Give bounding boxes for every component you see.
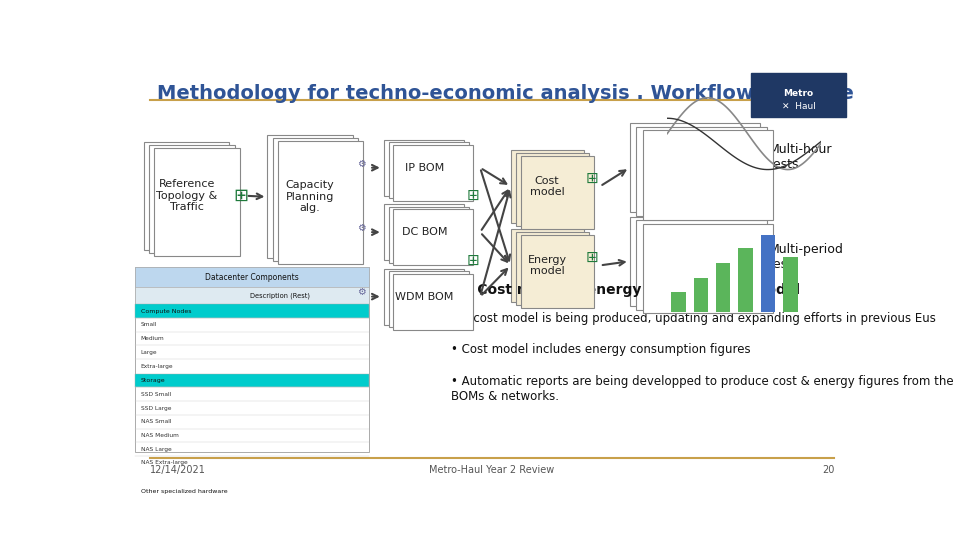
Text: ⚙: ⚙	[356, 287, 366, 298]
Bar	[760, 235, 776, 312]
Bar	[671, 292, 685, 312]
Text: MH Cost model & energy consumption model: MH Cost model & energy consumption model	[447, 283, 801, 297]
FancyBboxPatch shape	[134, 305, 370, 318]
Text: NAS Large: NAS Large	[141, 447, 172, 451]
Text: Reference
Topology &
Traffic: Reference Topology & Traffic	[156, 179, 217, 212]
Text: ⊞: ⊞	[467, 253, 479, 268]
Text: ⊞: ⊞	[586, 249, 598, 265]
Text: Large: Large	[141, 350, 157, 355]
Text: ⊞: ⊞	[467, 188, 479, 203]
Text: ⊞: ⊞	[586, 171, 598, 186]
FancyBboxPatch shape	[134, 374, 370, 388]
Text: NAS Small: NAS Small	[141, 419, 171, 424]
FancyBboxPatch shape	[643, 224, 773, 313]
Text: Compute Nodes: Compute Nodes	[141, 309, 191, 314]
Text: NAS Medium: NAS Medium	[141, 433, 179, 438]
Text: SSD Large: SSD Large	[141, 406, 171, 410]
Text: SSD Small: SSD Small	[141, 392, 171, 397]
Text: ✕  Haul: ✕ Haul	[781, 102, 815, 111]
FancyBboxPatch shape	[393, 209, 473, 265]
Bar	[693, 278, 708, 312]
Text: Cost
model: Cost model	[530, 176, 564, 197]
FancyBboxPatch shape	[511, 229, 584, 302]
FancyBboxPatch shape	[267, 136, 353, 258]
FancyBboxPatch shape	[636, 127, 766, 216]
FancyBboxPatch shape	[643, 131, 773, 220]
Text: WDM BOM: WDM BOM	[396, 292, 453, 302]
Text: DC BOM: DC BOM	[401, 227, 447, 237]
Text: Extra-large: Extra-large	[141, 363, 174, 368]
FancyBboxPatch shape	[521, 235, 594, 308]
FancyBboxPatch shape	[134, 484, 370, 498]
FancyBboxPatch shape	[636, 220, 766, 310]
FancyBboxPatch shape	[630, 123, 760, 212]
FancyBboxPatch shape	[144, 141, 229, 250]
Text: Medium: Medium	[141, 336, 164, 341]
Text: Methodology for techno-economic analysis . Workflow example: Methodology for techno-economic analysis…	[157, 84, 854, 103]
Bar	[716, 263, 731, 312]
FancyBboxPatch shape	[384, 204, 465, 260]
FancyBboxPatch shape	[384, 140, 465, 196]
Text: Datacenter Components: Datacenter Components	[205, 273, 299, 282]
Text: Small: Small	[141, 322, 157, 327]
Text: 12/14/2021: 12/14/2021	[150, 465, 205, 475]
Text: ⚙: ⚙	[356, 223, 366, 233]
FancyBboxPatch shape	[516, 153, 588, 226]
FancyBboxPatch shape	[389, 142, 468, 198]
Text: • Automatic reports are being developped to produce cost & energy figures from t: • Automatic reports are being developped…	[451, 375, 953, 403]
Text: Storage: Storage	[141, 378, 165, 383]
FancyBboxPatch shape	[630, 217, 760, 306]
Text: ⚙: ⚙	[356, 159, 366, 168]
FancyBboxPatch shape	[389, 207, 468, 263]
Bar	[783, 256, 798, 312]
FancyBboxPatch shape	[273, 138, 358, 261]
FancyBboxPatch shape	[389, 271, 468, 327]
Text: • A cost model is being produced, updating and expanding efforts in previous Eus: • A cost model is being produced, updati…	[451, 312, 936, 325]
Text: Capacity
Planning
alg.: Capacity Planning alg.	[286, 180, 334, 213]
Text: ⊞: ⊞	[233, 187, 249, 205]
FancyBboxPatch shape	[516, 232, 588, 305]
Text: • Cost model includes energy consumption figures: • Cost model includes energy consumption…	[451, 343, 751, 356]
Text: IP BOM: IP BOM	[405, 163, 444, 173]
FancyBboxPatch shape	[751, 73, 846, 117]
FancyBboxPatch shape	[384, 268, 465, 325]
FancyBboxPatch shape	[277, 141, 363, 264]
Text: Multi-period
tests: Multi-period tests	[769, 243, 844, 271]
Bar	[738, 248, 753, 312]
FancyBboxPatch shape	[393, 274, 473, 329]
FancyBboxPatch shape	[393, 145, 473, 201]
Text: 20: 20	[822, 465, 834, 475]
FancyBboxPatch shape	[155, 147, 240, 255]
Text: NAS Extra-large: NAS Extra-large	[141, 461, 187, 465]
Text: Metro-Haul Year 2 Review: Metro-Haul Year 2 Review	[429, 465, 555, 475]
FancyBboxPatch shape	[134, 267, 370, 453]
Text: Other specialized hardware: Other specialized hardware	[141, 489, 228, 494]
Text: Multi-hour
tests: Multi-hour tests	[769, 143, 832, 171]
Text: Metro: Metro	[783, 90, 813, 98]
FancyBboxPatch shape	[149, 145, 234, 253]
FancyBboxPatch shape	[134, 287, 370, 304]
FancyBboxPatch shape	[134, 267, 370, 287]
Text: Description (Rest): Description (Rest)	[251, 292, 310, 299]
FancyBboxPatch shape	[521, 156, 594, 228]
Text: Energy
model: Energy model	[527, 255, 566, 276]
FancyBboxPatch shape	[511, 150, 584, 223]
